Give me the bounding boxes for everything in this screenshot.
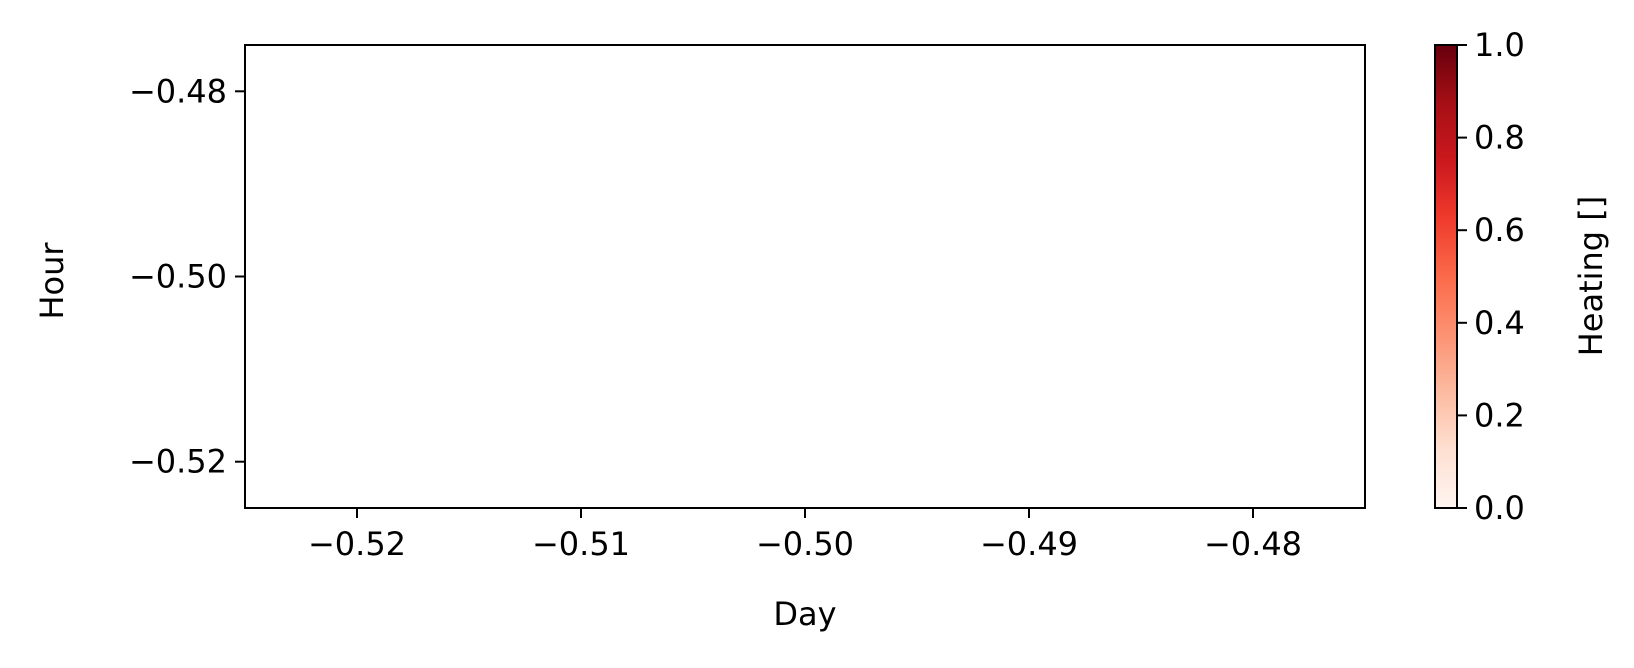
colorbar-ticks: 0.0 0.2 0.4 0.6 0.8 1.0 [1457,26,1525,527]
colorbar-tick-label: 0.8 [1474,119,1525,157]
colorbar-tick-label: 0.6 [1474,211,1525,249]
x-axis-ticks: −0.52 −0.51 −0.50 −0.49 −0.48 [308,508,1302,563]
y-axis-ticks: −0.48 −0.50 −0.52 [129,72,245,481]
x-tick-label: −0.48 [1204,525,1302,563]
plot-frame [244,44,1366,509]
colorbar-label: Heating [] [1572,196,1610,357]
x-tick-label: −0.49 [980,525,1078,563]
colorbar-tick-label: 0.4 [1474,304,1525,342]
y-axis-label: Hour [33,242,71,320]
plot-area [245,45,1365,508]
colorbar-tick-label: 0.2 [1474,396,1525,434]
colorbar [1434,44,1458,509]
x-axis-label: Day [773,595,836,633]
x-tick-label: −0.51 [532,525,630,563]
colorbar-tick-label: 1.0 [1474,26,1525,64]
y-tick-label: −0.52 [129,443,227,481]
y-tick-label: −0.48 [129,72,227,110]
y-tick-label: −0.50 [129,258,227,296]
colorbar-tick-label: 0.0 [1474,489,1525,527]
x-tick-label: −0.50 [756,525,854,563]
x-tick-label: −0.52 [308,525,406,563]
